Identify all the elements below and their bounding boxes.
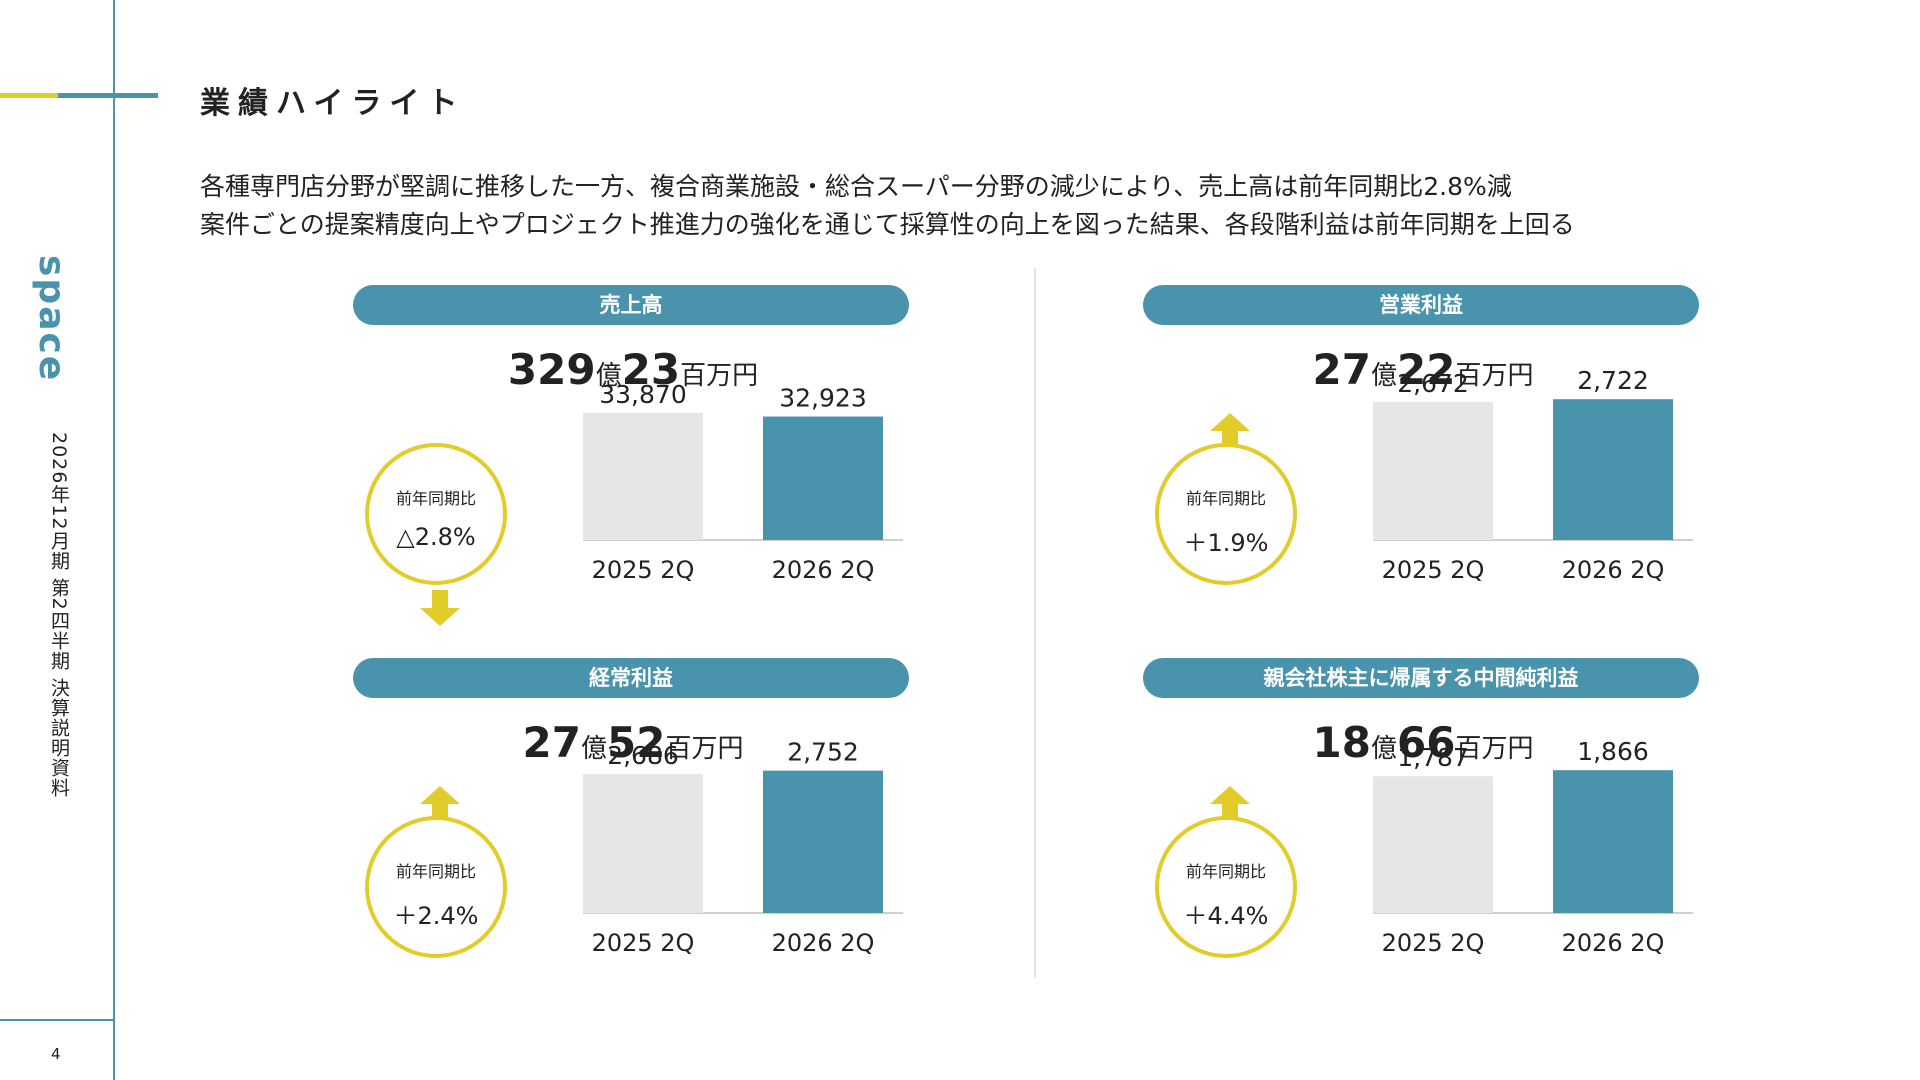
bar-value-label: 2,672	[1397, 369, 1469, 398]
bar-value-label: 2,686	[607, 741, 679, 770]
bar-chart: 2,686 2025 2Q 2,752 2026 2Q	[583, 738, 903, 957]
document-subtitle: 2026年12月期 第2四半期 決算説明資料	[48, 432, 70, 798]
bar-current-year	[1553, 770, 1673, 913]
x-tick-label: 2025 2Q	[592, 929, 695, 957]
headline-amount: 27億22百万円	[1143, 345, 1703, 394]
bar-prior-year	[1373, 776, 1493, 913]
yoy-value: ＋4.4%	[1183, 902, 1269, 930]
bar-value-label: 32,923	[779, 384, 866, 413]
bar-value-label: 2,722	[1577, 366, 1649, 395]
title-accent-blue	[58, 93, 158, 98]
panel-operating-profit: 営業利益 27億22百万円 前年同期比 ＋1.9% 2,672 2025 2Q 2,722 2…	[1143, 285, 1703, 615]
headline-million-unit: 百万円	[665, 734, 744, 764]
bar-prior-year	[583, 774, 703, 913]
x-tick-label: 2025 2Q	[1382, 556, 1485, 584]
x-tick-label: 2025 2Q	[592, 556, 695, 584]
yoy-caption: 前年同期比	[1185, 862, 1266, 881]
arrow-shape	[1210, 786, 1250, 822]
page-number: 4	[51, 1045, 61, 1063]
yoy-caption: 前年同期比	[395, 862, 476, 881]
yoy-badge: 前年同期比 ＋1.9%	[1155, 443, 1297, 585]
center-divider	[1034, 268, 1036, 978]
x-tick-label: 2026 2Q	[1562, 929, 1665, 957]
brand-logo: space	[31, 255, 72, 383]
x-tick-label: 2026 2Q	[772, 929, 875, 957]
x-tick-label: 2025 2Q	[1382, 929, 1485, 957]
headline-oku-unit: 億	[1370, 734, 1397, 764]
headline-oku-value: 27	[1312, 345, 1371, 394]
headline-oku-unit: 億	[580, 734, 607, 764]
headline-amount: 18億66百万円	[1143, 718, 1703, 767]
bar-value-label: 1,787	[1397, 743, 1469, 772]
panel-title-pill: 営業利益	[1143, 285, 1699, 325]
headline-million-value: 22	[1397, 345, 1456, 394]
headline-million-value: 23	[621, 345, 681, 394]
bar-chart: 1,787 2025 2Q 1,866 2026 2Q	[1373, 737, 1693, 957]
arrow-shape	[420, 786, 460, 822]
headline-oku-unit: 億	[595, 361, 622, 391]
headline-oku-value: 18	[1312, 718, 1371, 767]
bar-chart: 2,672 2025 2Q 2,722 2026 2Q	[1373, 366, 1693, 584]
headline-oku-value: 329	[507, 345, 596, 394]
panel-title-pill: 経常利益	[353, 658, 909, 698]
bar-current-year	[1553, 399, 1673, 540]
arrow-up-icon	[1210, 413, 1250, 449]
headline-amount: 329億23百万円	[353, 345, 913, 394]
yoy-badge: 前年同期比 △2.8%	[365, 443, 507, 585]
x-tick-label: 2026 2Q	[1562, 556, 1665, 584]
headline-million-unit: 百万円	[1455, 734, 1534, 764]
yoy-value: △2.8%	[396, 523, 476, 551]
yoy-badge: 前年同期比 ＋4.4%	[1155, 816, 1297, 958]
summary-line: 案件ごとの提案精度向上やプロジェクト推進力の強化を通じて採算性の向上を図った結果…	[200, 210, 1575, 239]
headline-oku-unit: 億	[1370, 361, 1397, 391]
bar-chart: 33,870 2025 2Q 32,923 2026 2Q	[583, 380, 903, 584]
arrow-up-icon	[420, 786, 460, 822]
page-title: 業績ハイライト	[200, 86, 466, 121]
yoy-value: ＋2.4%	[393, 902, 479, 930]
yoy-value: ＋1.9%	[1183, 529, 1269, 557]
bar-value-label: 2,752	[787, 738, 859, 767]
yoy-badge: 前年同期比 ＋2.4%	[365, 816, 507, 958]
bar-value-label: 33,870	[599, 380, 686, 409]
bar-current-year	[763, 770, 883, 913]
bar-prior-year	[1373, 401, 1493, 540]
bar-current-year	[763, 416, 883, 540]
arrow-shape	[1210, 413, 1250, 449]
yoy-caption: 前年同期比	[1185, 489, 1266, 508]
headline-oku-value: 27	[522, 718, 581, 767]
arrow-down-icon	[420, 590, 460, 626]
panel-title-pill: 親会社株主に帰属する中間純利益	[1143, 658, 1699, 698]
summary-line: 各種専門店分野が堅調に推移した一方、複合商業施設・総合スーパー分野の減少により、…	[200, 172, 1512, 201]
panel-ordinary-profit: 経常利益 27億52百万円 前年同期比 ＋2.4% 2,686 2025 2Q 2,752 2…	[353, 658, 913, 988]
headline-million-value: 66	[1397, 718, 1456, 767]
arrow-shape	[420, 590, 460, 626]
bar-prior-year	[583, 412, 703, 540]
headline-amount: 27億52百万円	[353, 718, 913, 767]
headline-million-value: 52	[607, 718, 666, 767]
panel-title-pill: 売上高	[353, 285, 909, 325]
bar-value-label: 1,866	[1577, 737, 1649, 766]
summary-text: 各種専門店分野が堅調に推移した一方、複合商業施設・総合スーパー分野の減少により、…	[200, 168, 1575, 244]
sidebar-footer-rule	[0, 1019, 114, 1021]
panel-net-sales: 売上高 329億23百万円前年同期比 △2.8% 33,870 2025 2Q 32,92…	[353, 285, 913, 626]
yoy-caption: 前年同期比	[395, 489, 476, 508]
title-accent-yellow	[0, 93, 58, 98]
headline-million-unit: 百万円	[680, 361, 759, 391]
sidebar-divider	[113, 0, 115, 1080]
arrow-up-icon	[1210, 786, 1250, 822]
headline-million-unit: 百万円	[1455, 361, 1534, 391]
panel-net-income: 親会社株主に帰属する中間純利益 18億66百万円前年同期比 ＋4.4% 1,787 20…	[1143, 658, 1703, 988]
x-tick-label: 2026 2Q	[772, 556, 875, 584]
